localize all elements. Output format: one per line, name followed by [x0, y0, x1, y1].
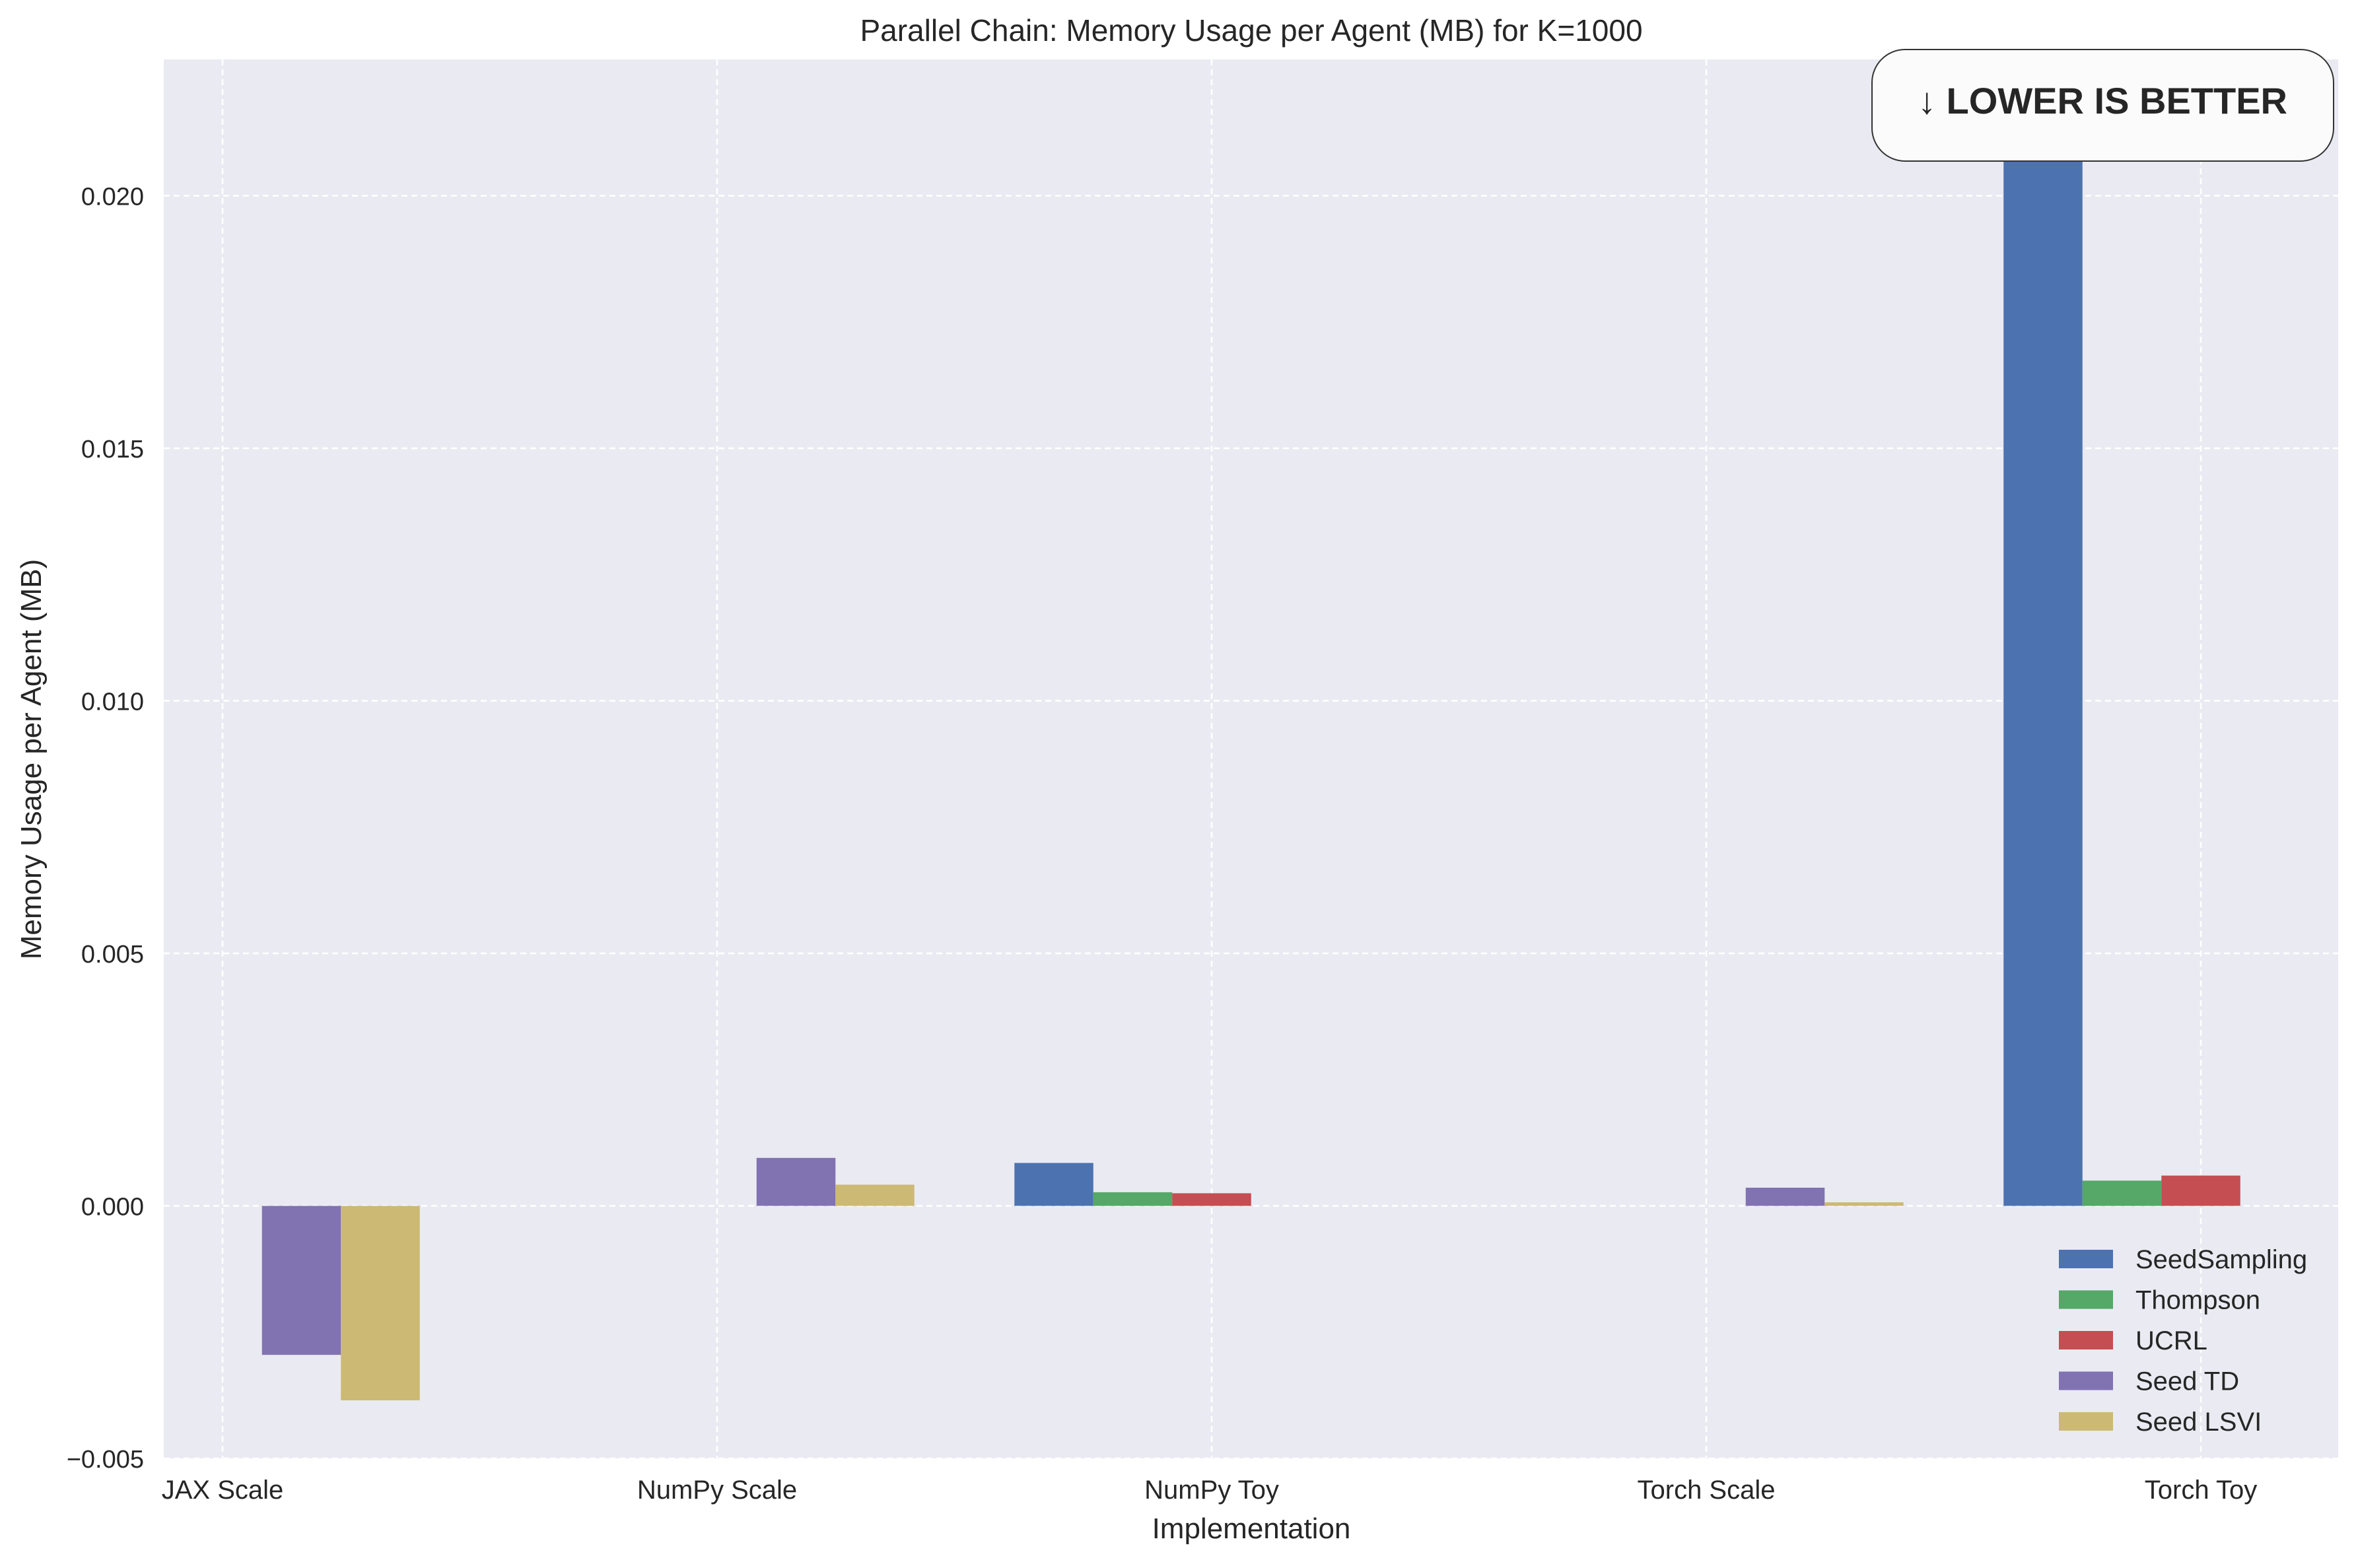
bar-seed-lsvi-torch-scale: [1824, 1202, 1904, 1206]
bar-seed-lsvi-jax-scale: [341, 1206, 420, 1401]
annotation-box: [1871, 49, 2334, 162]
x-tick-label: JAX Scale: [162, 1476, 284, 1505]
y-tick-label: 0.015: [81, 436, 144, 463]
legend-label: Seed LSVI: [2135, 1408, 2262, 1437]
chart-title: Parallel Chain: Memory Usage per Agent (…: [860, 13, 1642, 48]
bar-seed-td-torch-scale: [1745, 1187, 1825, 1206]
bar-seed-lsvi-numpy-scale: [835, 1184, 915, 1206]
bar-thompson-torch-toy: [2082, 1180, 2162, 1206]
bar-ucrl-numpy-toy: [1172, 1193, 1251, 1206]
legend: SeedSampling Thompson UCRL Seed TD Seed LSVI: [2059, 1245, 2307, 1437]
legend-label: UCRL: [2135, 1326, 2207, 1355]
x-tick-label: Torch Scale: [1638, 1476, 1776, 1505]
legend-swatch: [2059, 1290, 2113, 1309]
legend-swatch: [2059, 1412, 2113, 1431]
y-tick-label: −0.005: [67, 1446, 144, 1474]
x-axis-label: Implementation: [1152, 1513, 1351, 1545]
x-tick-label: Torch Toy: [2145, 1476, 2257, 1505]
legend-label: Thompson: [2135, 1286, 2260, 1315]
bar-ucrl-torch-toy: [2161, 1175, 2240, 1206]
tick-labels: −0.005 0.000 0.005 0.010 0.015 0.020 JAX Scale…: [67, 184, 2258, 1505]
x-tick-label: NumPy Scale: [637, 1476, 797, 1505]
lower-is-better-annotation: ↓ LOWER IS BETTER: [1871, 49, 2334, 162]
x-tick-label: NumPy Toy: [1144, 1476, 1279, 1505]
y-axis-label: Memory Usage per Agent (MB): [15, 559, 48, 959]
legend-label: Seed TD: [2135, 1367, 2239, 1396]
bar-seedsampling-numpy-toy: [1014, 1163, 1093, 1206]
bar-seed-td-jax-scale: [261, 1206, 341, 1355]
legend-swatch: [2059, 1250, 2113, 1268]
bar-thompson-numpy-toy: [1093, 1192, 1173, 1206]
legend-swatch: [2059, 1331, 2113, 1349]
bar-seed-td-numpy-scale: [756, 1157, 836, 1206]
y-tick-label: 0.010: [81, 689, 144, 716]
legend-label: SeedSampling: [2135, 1245, 2307, 1274]
bars: [261, 119, 2240, 1401]
grid-lines: [164, 59, 2338, 1460]
legend-swatch: [2059, 1371, 2113, 1390]
y-tick-label: 0.000: [81, 1194, 144, 1221]
annotation-text: ↓ LOWER IS BETTER: [1918, 80, 2287, 121]
y-tick-label: 0.020: [81, 184, 144, 211]
bar-seedsampling-torch-toy: [2003, 119, 2083, 1206]
plot-area: [164, 59, 2338, 1458]
y-tick-label: 0.005: [81, 941, 144, 969]
